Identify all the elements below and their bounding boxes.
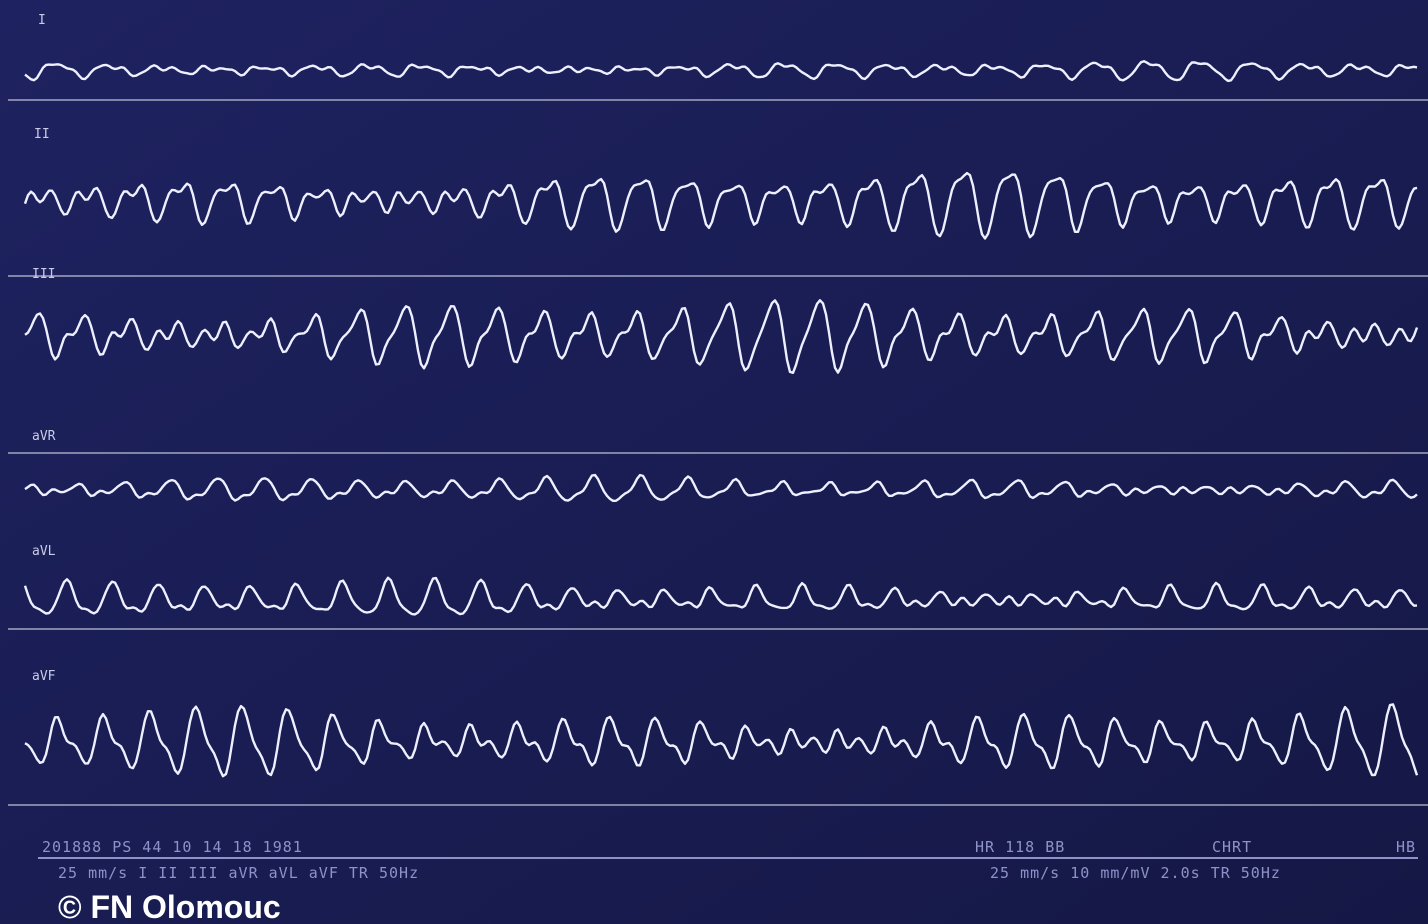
footer-text: CHRT bbox=[1212, 838, 1252, 856]
ecg-trace bbox=[24, 299, 1419, 374]
lead-label: III bbox=[32, 267, 55, 282]
separators bbox=[8, 99, 1428, 806]
lead-label: II bbox=[34, 127, 50, 142]
ecg-trace bbox=[24, 473, 1418, 502]
footer-text: 25 mm/s I II III aVR aVL aVF TR 50Hz bbox=[58, 864, 419, 882]
lead-label: aVR bbox=[32, 429, 56, 444]
ecg-trace bbox=[23, 171, 1418, 240]
footer-text: 25 mm/s 10 mm/mV 2.0s TR 50Hz bbox=[990, 864, 1281, 882]
lead-label: aVF bbox=[32, 669, 56, 684]
footer-text: 201888 PS 44 10 14 18 1981 bbox=[42, 838, 303, 856]
footer-text: HR 118 BB bbox=[975, 838, 1065, 856]
lead-label: aVL bbox=[32, 544, 56, 559]
ecg-trace bbox=[23, 576, 1418, 616]
lead-label: I bbox=[38, 13, 46, 28]
footer-text: HB bbox=[1396, 838, 1416, 856]
watermark: © FN Olomouc bbox=[58, 889, 281, 924]
ecg-traces bbox=[23, 60, 1419, 778]
ecg-trace bbox=[24, 60, 1418, 83]
ecg-trace bbox=[24, 703, 1419, 778]
